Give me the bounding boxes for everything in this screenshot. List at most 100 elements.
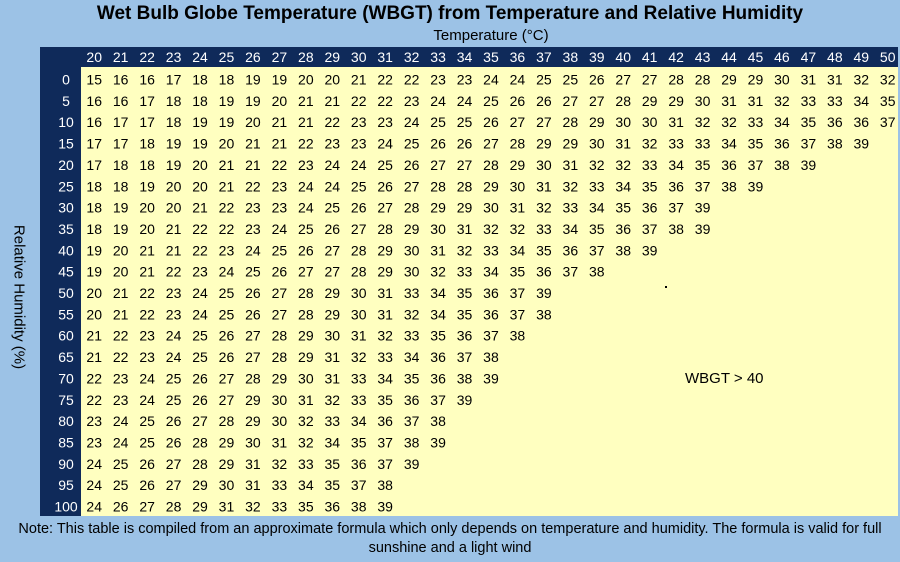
table-cell: 30 xyxy=(351,306,367,322)
table-cell: 19 xyxy=(139,178,155,194)
table-cell: 19 xyxy=(192,136,208,152)
table-cell: 28 xyxy=(483,157,499,173)
table-cell: 30 xyxy=(510,178,526,194)
table-cell: 22 xyxy=(86,392,102,408)
table-cell: 28 xyxy=(298,285,314,301)
table-cell: 22 xyxy=(139,285,155,301)
table-cell: 33 xyxy=(801,93,817,109)
column-header: 26 xyxy=(245,49,261,65)
table-cell: 20 xyxy=(86,306,102,322)
table-cell: 21 xyxy=(166,221,182,237)
table-cell: 26 xyxy=(298,242,314,258)
table-cell: 18 xyxy=(86,221,102,237)
table-cell: 20 xyxy=(139,221,155,237)
table-cell: 39 xyxy=(483,370,499,386)
table-cell: 24 xyxy=(219,264,235,280)
table-cell: 38 xyxy=(404,434,420,450)
table-cell: 35 xyxy=(298,499,314,515)
table-cell: 21 xyxy=(86,328,102,344)
table-cell: 25 xyxy=(377,157,393,173)
table-cell: 31 xyxy=(457,221,473,237)
table-cell: 23 xyxy=(272,200,288,216)
table-cell: 36 xyxy=(853,114,869,130)
row-header: 30 xyxy=(58,200,74,216)
table-cell: 23 xyxy=(457,72,473,88)
table-cell: 16 xyxy=(139,72,155,88)
table-cell: 21 xyxy=(298,114,314,130)
table-cell: 33 xyxy=(404,285,420,301)
table-cell: 23 xyxy=(219,242,235,258)
table-cell: 20 xyxy=(86,285,102,301)
table-cell: 24 xyxy=(166,349,182,365)
table-cell: 33 xyxy=(377,349,393,365)
table-cell: 17 xyxy=(113,114,129,130)
table-cell: 36 xyxy=(483,306,499,322)
table-cell: 37 xyxy=(880,114,896,130)
column-header: 41 xyxy=(642,49,658,65)
table-cell: 29 xyxy=(192,499,208,515)
table-cell: 24 xyxy=(377,136,393,152)
table-cell: 19 xyxy=(166,136,182,152)
table-cell: 30 xyxy=(695,93,711,109)
table-cell: 30 xyxy=(219,477,235,493)
table-cell: 30 xyxy=(404,242,420,258)
column-header: 42 xyxy=(668,49,684,65)
table-cell: 36 xyxy=(457,328,473,344)
table-cell: 16 xyxy=(113,93,129,109)
table-cell: 32 xyxy=(615,157,631,173)
table-cell: 25 xyxy=(404,136,420,152)
table-cell: 32 xyxy=(721,114,737,130)
table-cell: 21 xyxy=(139,242,155,258)
table-cell: 29 xyxy=(245,413,261,429)
column-header: 39 xyxy=(589,49,605,65)
table-cell: 20 xyxy=(245,114,261,130)
table-cell: 27 xyxy=(245,328,261,344)
table-cell: 30 xyxy=(351,285,367,301)
table-cell: 29 xyxy=(298,349,314,365)
column-header: 35 xyxy=(483,49,499,65)
table-cell: 39 xyxy=(853,136,869,152)
table-cell: 29 xyxy=(192,477,208,493)
table-cell: 18 xyxy=(139,136,155,152)
table-cell: 28 xyxy=(430,178,446,194)
table-cell: 31 xyxy=(668,114,684,130)
table-cell: 34 xyxy=(351,413,367,429)
table-cell: 27 xyxy=(510,114,526,130)
table-cell: 26 xyxy=(166,413,182,429)
table-cell: 19 xyxy=(219,114,235,130)
table-cell: 30 xyxy=(245,434,261,450)
table-cell: 23 xyxy=(298,157,314,173)
table-cell: 39 xyxy=(377,499,393,515)
table-cell: 26 xyxy=(483,114,499,130)
table-cell: 18 xyxy=(113,178,129,194)
table-cell: 37 xyxy=(377,456,393,472)
table-cell: 21 xyxy=(219,157,235,173)
table-cell: 24 xyxy=(245,242,261,258)
table-cell: 22 xyxy=(404,72,420,88)
table-cell: 18 xyxy=(86,200,102,216)
table-cell: 21 xyxy=(272,136,288,152)
table-cell: 24 xyxy=(86,477,102,493)
column-header: 29 xyxy=(324,49,340,65)
row-header: 60 xyxy=(58,328,74,344)
table-cell: 38 xyxy=(377,477,393,493)
column-header: 33 xyxy=(430,49,446,65)
table-cell: 22 xyxy=(219,221,235,237)
table-cell: 31 xyxy=(615,136,631,152)
table-cell: 22 xyxy=(166,264,182,280)
table-cell: 34 xyxy=(430,306,446,322)
table-cell: 28 xyxy=(615,93,631,109)
table-cell: 29 xyxy=(563,136,579,152)
table-cell: 39 xyxy=(404,456,420,472)
table-cell: 36 xyxy=(827,114,843,130)
table-cell: 23 xyxy=(113,392,129,408)
table-cell: 30 xyxy=(272,413,288,429)
column-header: 25 xyxy=(219,49,235,65)
row-header: 50 xyxy=(58,285,74,301)
table-cell: 16 xyxy=(86,93,102,109)
table-cell: 37 xyxy=(668,200,684,216)
table-cell: 39 xyxy=(695,200,711,216)
table-cell: 35 xyxy=(377,392,393,408)
row-header: 20 xyxy=(58,157,74,173)
table-cell: 33 xyxy=(324,413,340,429)
